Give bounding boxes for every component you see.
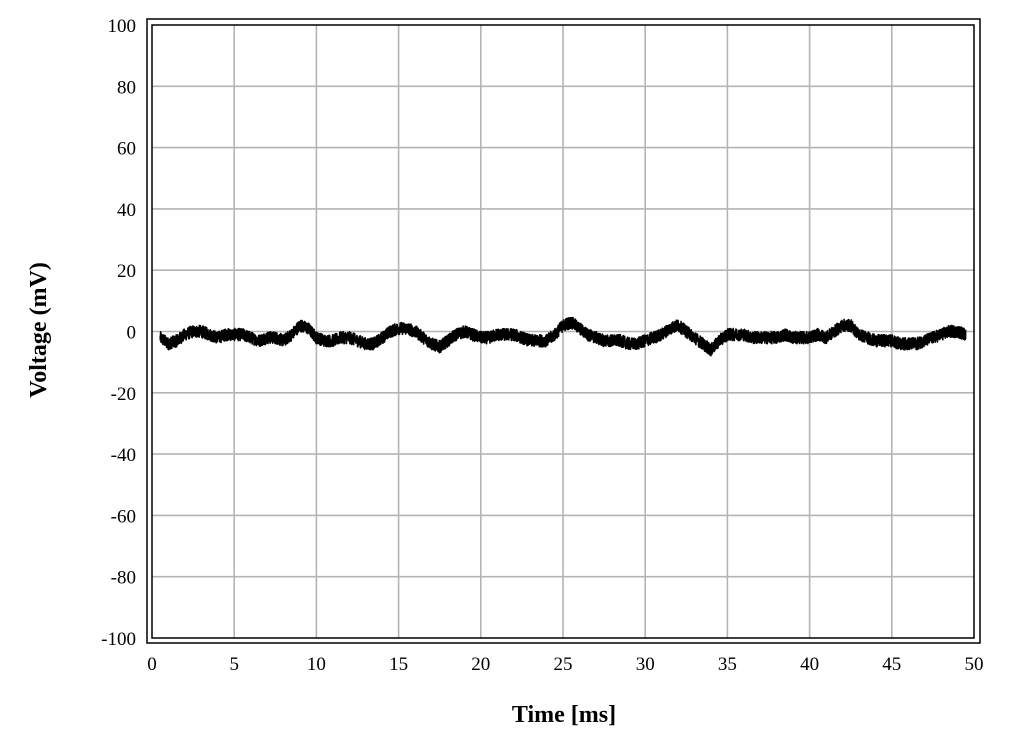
y-tick-label: 0 <box>127 323 137 344</box>
y-tick-label: -100 <box>101 629 136 650</box>
x-tick-label: 45 <box>882 654 901 675</box>
x-tick-label: 10 <box>307 654 326 675</box>
plot-frame <box>146 18 981 644</box>
x-tick-label: 5 <box>229 654 239 675</box>
x-tick-label: 0 <box>147 654 157 675</box>
y-tick-label: 60 <box>117 139 136 160</box>
y-tick-label: -60 <box>111 506 136 527</box>
inner-frame <box>151 24 975 639</box>
x-tick-label: 30 <box>636 654 655 675</box>
x-tick-labels: 0 5 10 15 20 25 30 35 40 45 50 <box>147 654 983 675</box>
series-layer <box>159 316 967 357</box>
y-tick-label: 80 <box>117 77 136 98</box>
x-tick-label: 15 <box>389 654 408 675</box>
voltage-trace <box>159 316 967 357</box>
y-tick-label: 20 <box>117 261 136 282</box>
outer-frame <box>146 18 981 644</box>
x-tick-label: 50 <box>965 654 984 675</box>
y-tick-labels: -100 -80 -60 -40 -20 0 20 40 60 80 100 <box>101 16 136 650</box>
x-tick-label: 35 <box>718 654 737 675</box>
y-tick-label: 100 <box>108 16 137 37</box>
x-tick-label: 25 <box>554 654 573 675</box>
y-axis-title: Voltage (mV) <box>26 262 52 398</box>
x-tick-label: 40 <box>800 654 819 675</box>
y-tick-label: 40 <box>117 200 136 221</box>
y-tick-label: -40 <box>111 445 136 466</box>
x-tick-label: 20 <box>471 654 490 675</box>
y-tick-label: -80 <box>111 568 136 589</box>
y-tick-label: -20 <box>111 384 136 405</box>
x-axis-title: Time [ms] <box>512 702 616 728</box>
